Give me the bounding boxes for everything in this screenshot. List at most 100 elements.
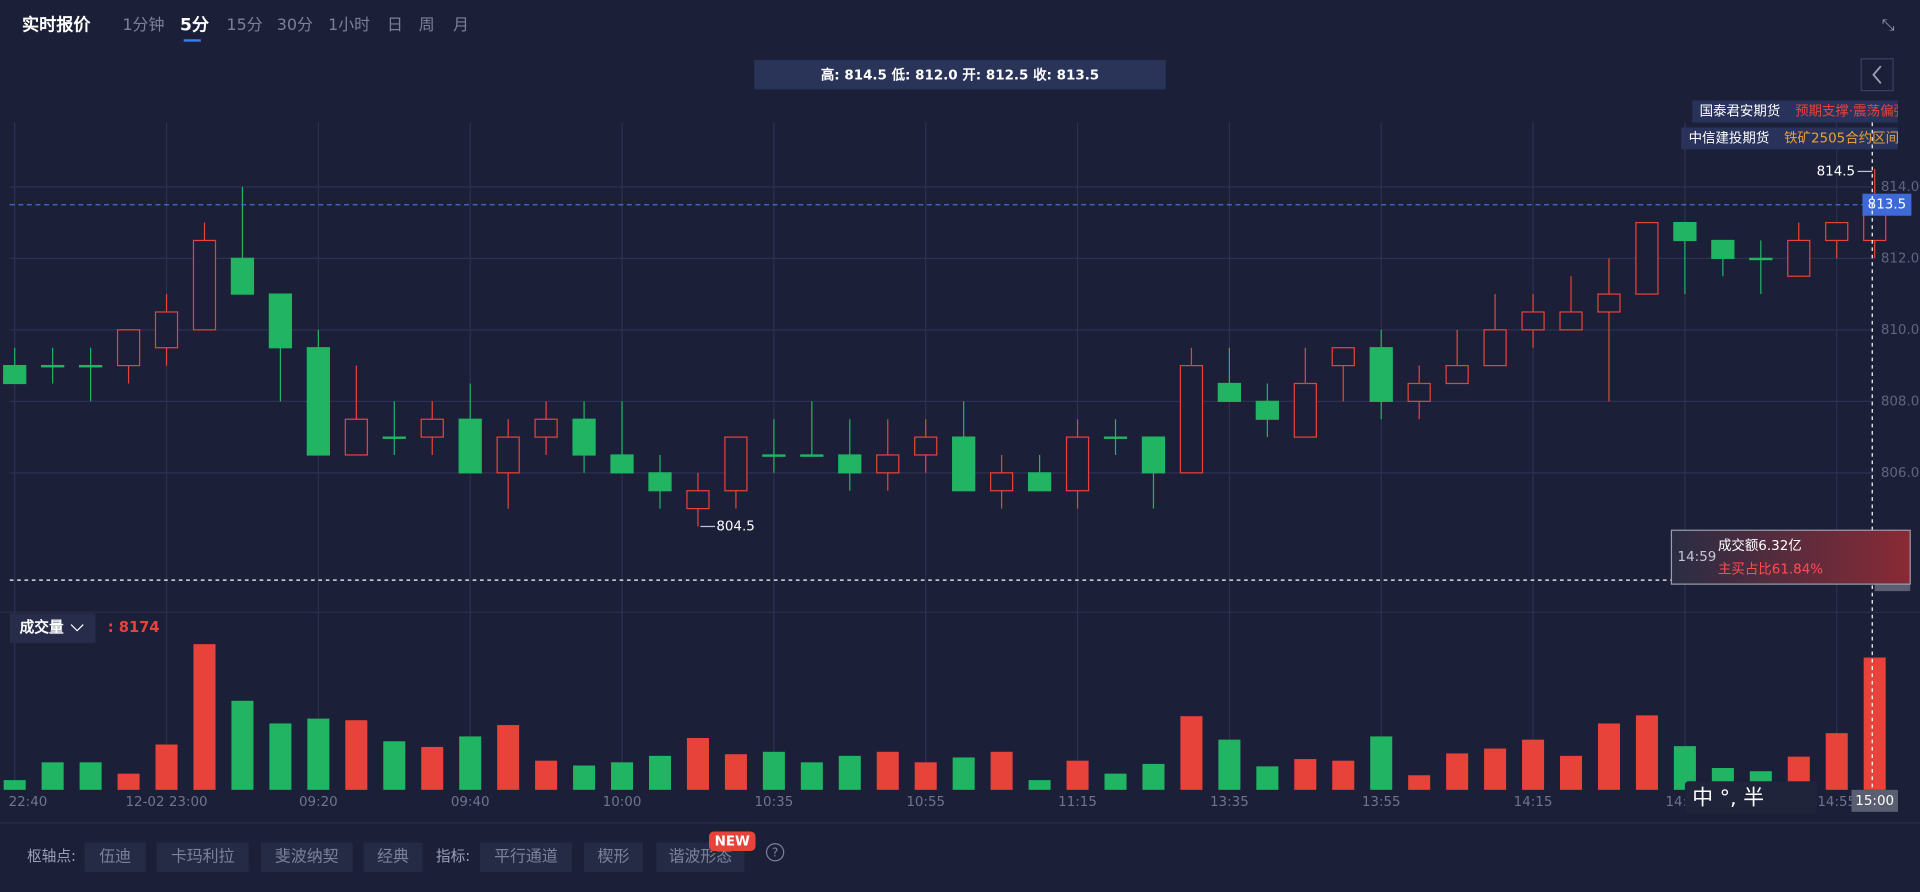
period-tab[interactable]: 月 [453,15,469,34]
volume-bar [3,780,26,790]
candle-body [1141,436,1166,474]
toolbar-button[interactable] [584,842,643,872]
period-tab[interactable]: 周 [419,15,435,34]
volume-bar [345,720,368,790]
x-tick-label: 14:55 [1817,795,1856,810]
volume-bar [497,725,520,790]
volume-bar [1104,773,1127,790]
x-tick-label: 22:40 [9,795,48,810]
period-tab[interactable]: 5分 [180,16,209,36]
candle-body [1825,221,1849,242]
volume-bar [1825,733,1848,790]
candle-body [1369,347,1393,402]
volume-bar [1332,760,1355,790]
candle-body [914,436,938,456]
period-tab[interactable]: 15分 [227,15,263,34]
x-tick-label: 11:15 [1058,795,1097,810]
volume-bar [535,760,558,790]
news-text: 铁矿2505合约区间震荡 [1784,130,1920,146]
toolbar-button[interactable] [156,842,249,872]
candle-body [420,418,444,438]
candle-body [1065,436,1090,492]
toolbar-button[interactable] [260,842,353,872]
candle-body [800,454,824,457]
volume-bar [1863,657,1886,790]
candle-body [3,364,27,385]
volume-bar [117,773,140,790]
panel-toggle[interactable] [1860,58,1894,92]
toolbar-button[interactable] [84,842,146,872]
x-tick-label: 14:15 [1514,795,1553,810]
candle-body [876,454,900,474]
candle-body [1217,382,1242,402]
y-tick-label: 810.0 [1881,323,1920,338]
help-text: ? [772,845,779,859]
volume-bar [952,757,975,790]
candle-body [344,418,368,456]
volume-value: : 8174 [108,619,160,636]
candle-body [1521,311,1545,331]
toolbar-button-label: 卡玛利拉 [171,847,235,866]
crosshair-time: 15:00 [1855,794,1894,809]
volume-bar [383,741,406,790]
tooltip-ratio: 主买占比61.84% [1718,561,1823,577]
x-tick-label: 10:55 [906,795,945,810]
period-tab[interactable]: 30分 [277,15,313,34]
volume-selector[interactable] [9,613,96,643]
news-text: 预期支撑·震荡偏强 [1795,103,1907,119]
x-tick-label: 09:40 [451,795,490,810]
volume-bar [990,751,1013,790]
help-icon[interactable] [765,843,785,862]
toolbar-button[interactable] [363,842,423,872]
toolbar-button[interactable] [480,842,572,872]
new-badge [708,831,756,852]
news-tag[interactable]: 中信建投期货 铁矿2505合约区间震荡 [1681,127,1920,150]
dropdown-icon [70,624,84,632]
volume-bar [79,762,102,790]
tooltip-bg [1670,529,1911,585]
candle-body [534,418,558,438]
y-tick-label: 814.0 [1881,180,1920,195]
volume-bar [1597,723,1620,790]
period-tab[interactable]: 1分钟 [122,15,164,34]
candle-body [1749,257,1773,261]
toolbar-button-label: 楔形 [598,847,630,866]
period-underline [183,39,201,42]
volume-bar [648,755,672,790]
volume-bar [724,754,747,790]
x-tick-label: 12-02 23:00 [125,795,207,810]
ime-bar[interactable] [1684,781,1818,814]
candle-body [762,454,786,457]
volume-bar [611,762,634,790]
candle-body [1787,239,1811,277]
toolbar-button-label: 谐波形态 [669,847,733,866]
volume-bar [1218,739,1241,790]
toolbar-button-label: 伍迪 [99,847,131,866]
high-marker: 814.5 [1817,164,1856,179]
candle-body [1711,239,1735,259]
volume-bar [307,718,330,790]
volume-bar [193,644,216,790]
candle-body [1445,364,1469,385]
period-tab[interactable]: 1小时 [328,15,370,34]
last-price-label: 813.5 [1868,198,1907,213]
collapse-icon[interactable]: ⤡ [1882,15,1895,34]
toolbar-button-label: 斐波纳契 [275,847,339,866]
candle-body [458,418,482,474]
x-tick-label: 10:00 [603,795,642,810]
tooltip-amount: 成交额6.32亿 [1718,537,1802,554]
volume-bar [1256,766,1279,790]
volume-bar [1142,763,1165,790]
toolbar-button-label: 平行通道 [494,847,558,866]
volume-bar [155,744,178,790]
indicator-label: 指标: [436,848,470,865]
volume-bar [1522,739,1545,790]
period-tab[interactable]: 日 [387,15,403,34]
x-tick-label: 13:55 [1362,795,1401,810]
candle-body [306,347,331,456]
candle-body [1483,329,1507,367]
volume-bar [1635,715,1658,790]
volume-bar [762,751,785,790]
news-tag[interactable]: 国泰君安期货 预期支撑·震荡偏强 [1692,100,1907,123]
